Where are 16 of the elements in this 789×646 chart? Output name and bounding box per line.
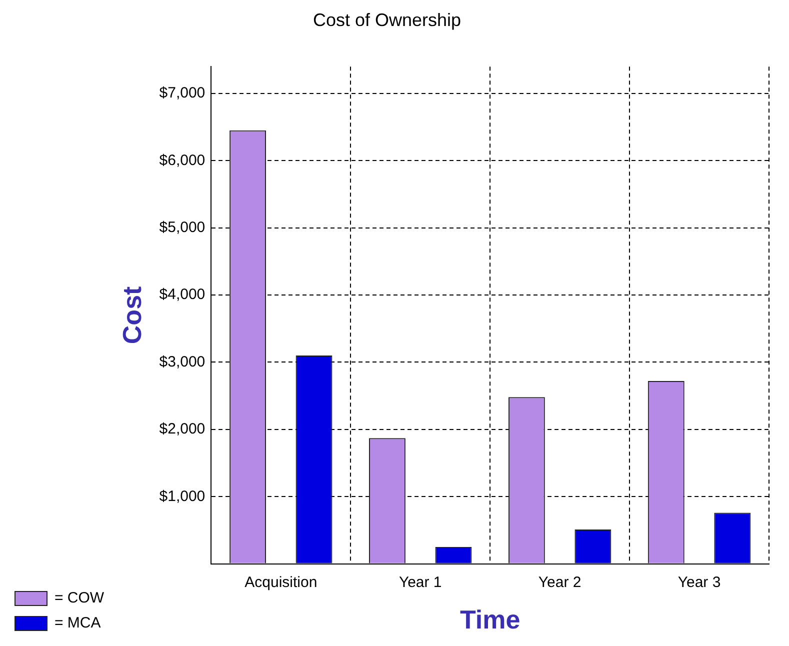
y-tick-label: $6,000: [159, 152, 206, 169]
chart-title: Cost of Ownership: [312, 10, 462, 30]
y-axis-title: Cost: [116, 286, 147, 344]
y-tick-label: $5,000: [159, 218, 206, 236]
y-tick-label: $2,000: [159, 420, 206, 438]
y-tick-label: $1,000: [159, 488, 206, 505]
y-tick-label: $3,000: [159, 353, 206, 370]
x-tick-label: Year 2: [538, 574, 582, 591]
x-tick-label: Year 3: [678, 574, 721, 591]
y-tick-label: $7,000: [159, 84, 206, 102]
y-tick-label: $4,000: [159, 286, 206, 304]
x-tick-label: Year 1: [398, 574, 442, 591]
x-axis-title: Time: [460, 604, 520, 635]
legend-label: = MCA: [54, 614, 101, 632]
x-tick-label: Acquisition: [244, 574, 318, 591]
legend-label: = COW: [54, 590, 105, 607]
